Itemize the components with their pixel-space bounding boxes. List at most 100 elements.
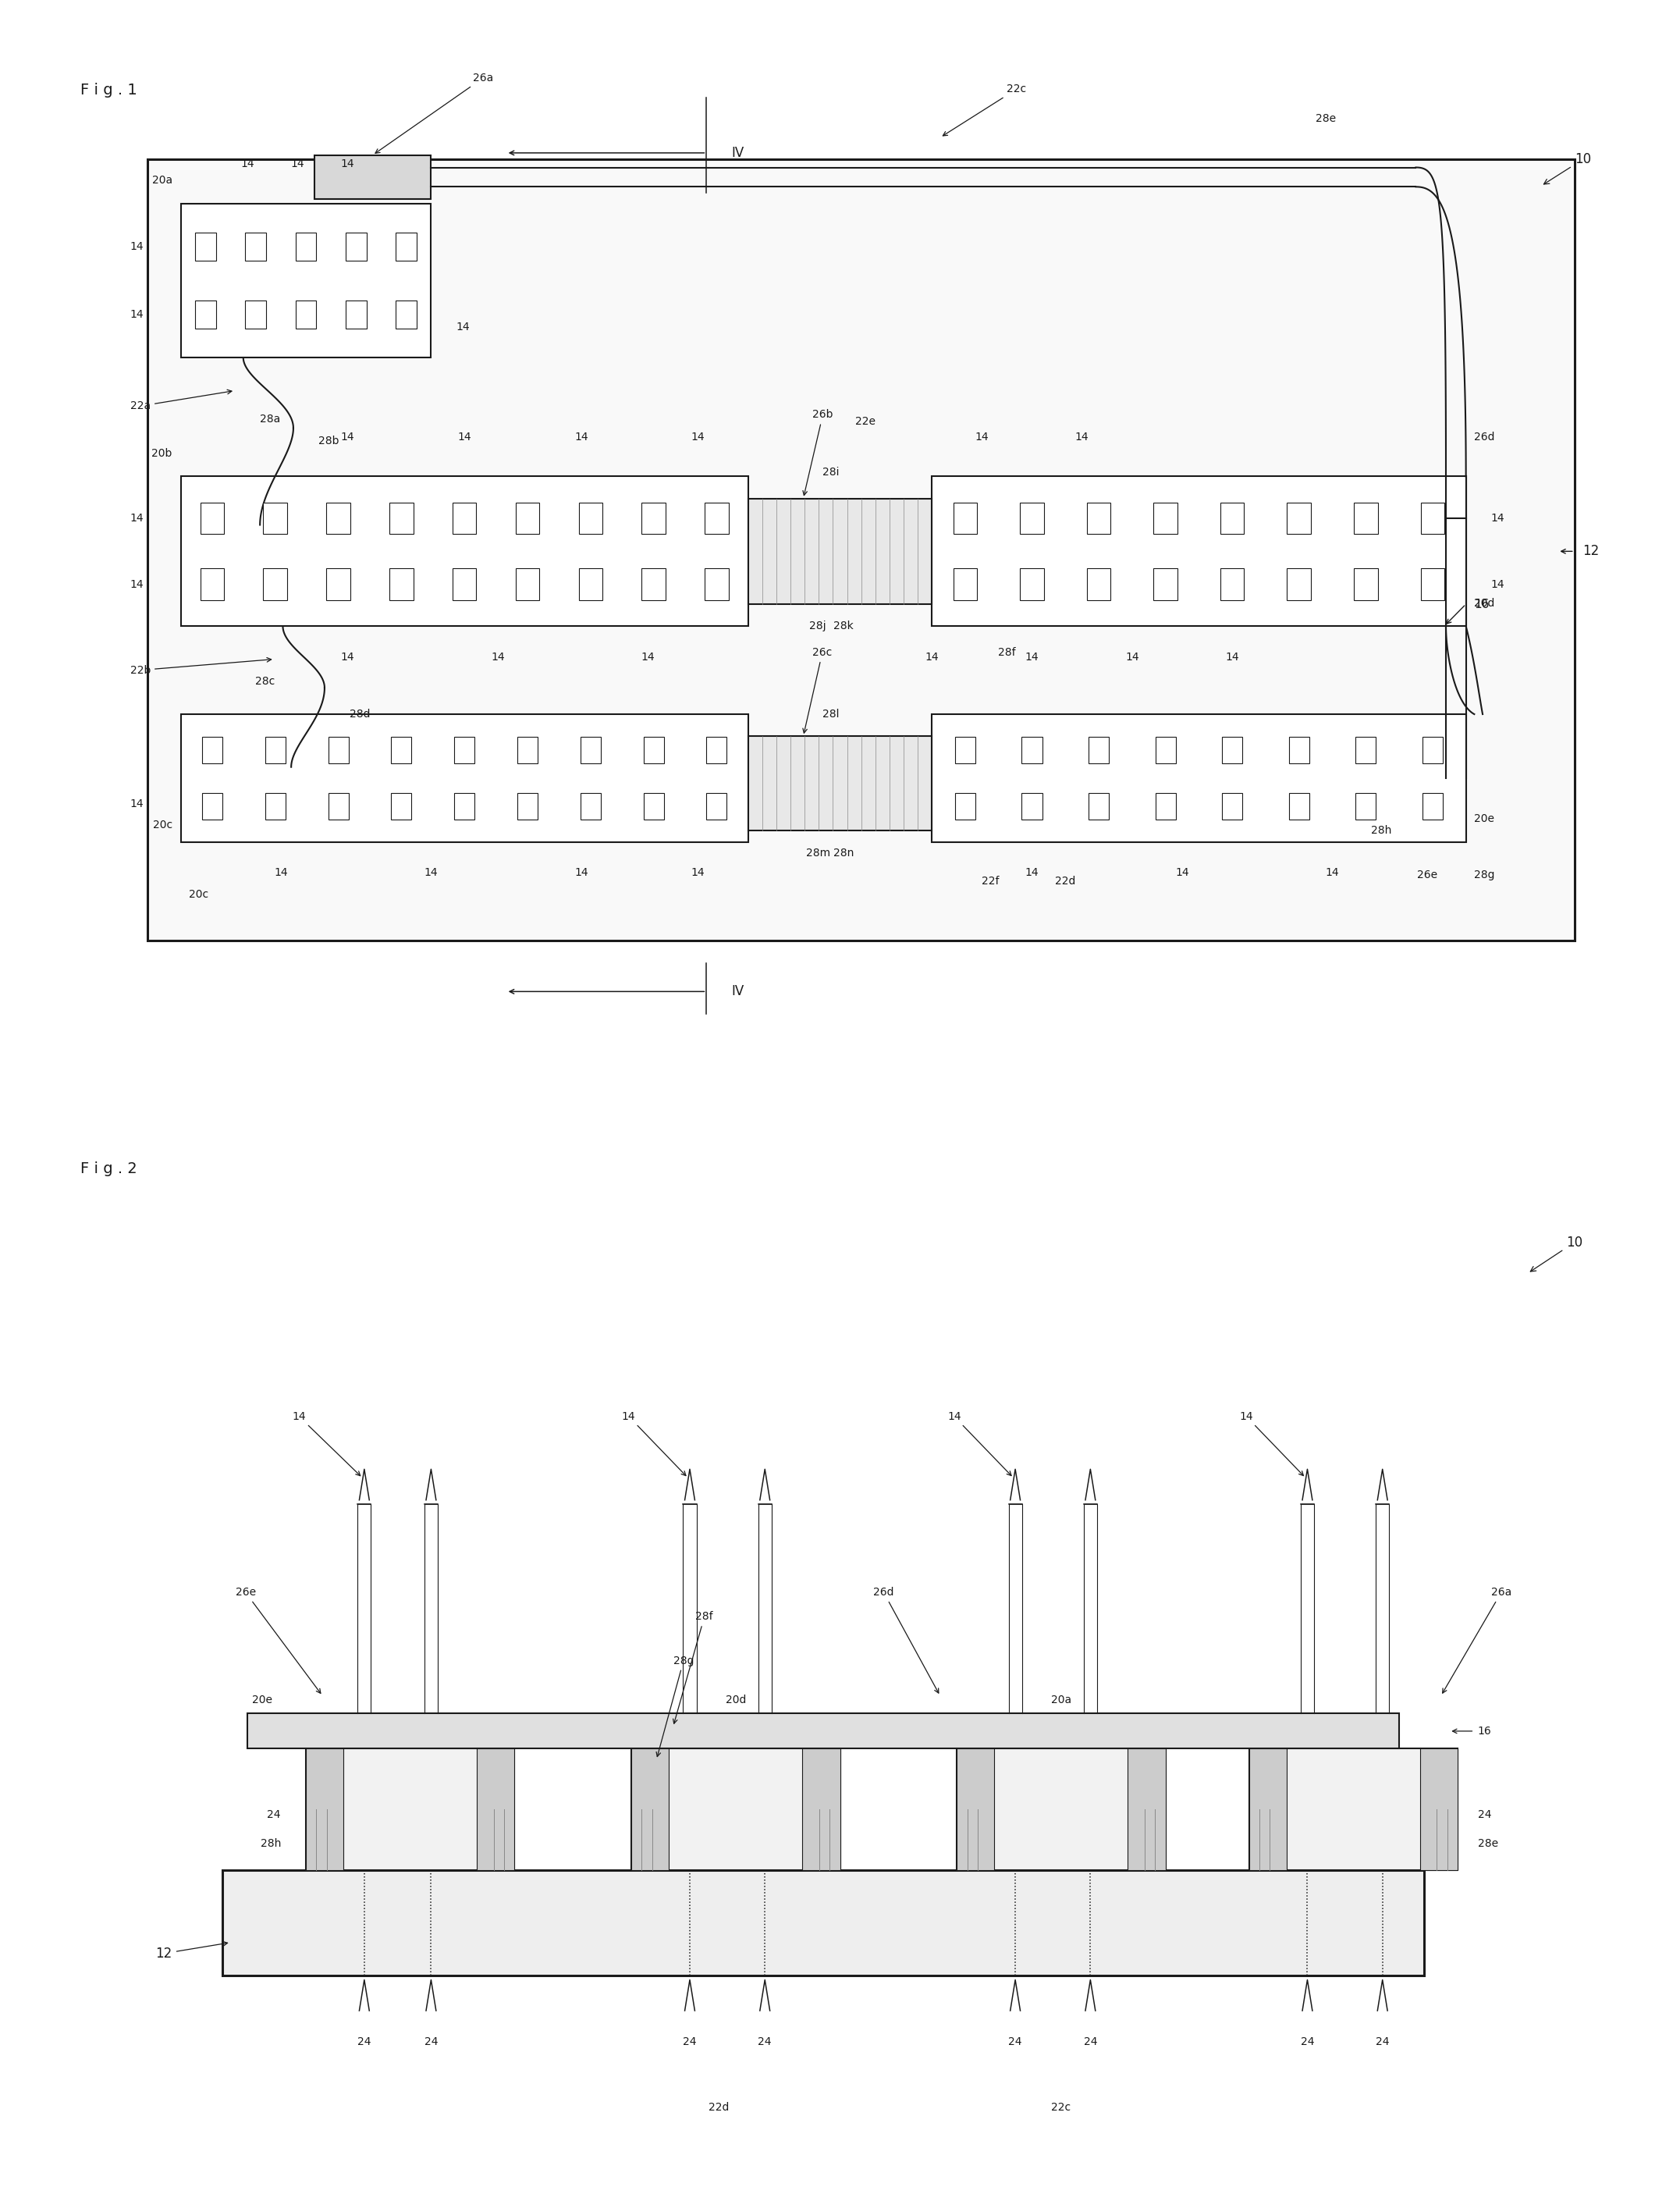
Text: 20d: 20d: [1475, 597, 1495, 608]
Text: 14: 14: [1176, 867, 1189, 878]
Bar: [803, 1750, 840, 1869]
Text: 28e: 28e: [1315, 113, 1336, 124]
Text: 14: 14: [575, 431, 588, 442]
Text: 22f: 22f: [981, 876, 1000, 887]
Text: 14: 14: [974, 431, 990, 442]
Text: F i g . 1: F i g . 1: [81, 82, 138, 97]
Bar: [1423, 792, 1443, 818]
Bar: [200, 502, 223, 533]
Bar: [1421, 502, 1445, 533]
Bar: [1354, 502, 1378, 533]
Text: 14: 14: [341, 431, 354, 442]
Text: 14: 14: [491, 653, 504, 661]
Bar: [643, 792, 664, 818]
Bar: [954, 737, 976, 763]
Text: 28b: 28b: [319, 436, 339, 447]
Bar: [1248, 1750, 1458, 1869]
Bar: [195, 232, 217, 261]
Text: 14: 14: [131, 513, 144, 524]
Text: 28h: 28h: [1371, 825, 1391, 836]
Bar: [642, 502, 665, 533]
Text: 14: 14: [131, 580, 144, 591]
Bar: [1087, 568, 1110, 599]
Text: 14: 14: [575, 867, 588, 878]
Text: 14: 14: [423, 867, 438, 878]
Bar: [1020, 502, 1043, 533]
Text: 28g: 28g: [657, 1655, 694, 1756]
Text: 28d: 28d: [349, 708, 370, 719]
Text: 24: 24: [425, 2035, 438, 2046]
Bar: [580, 792, 601, 818]
Text: 28f: 28f: [998, 648, 1016, 657]
Bar: [704, 502, 729, 533]
Text: 24: 24: [358, 2035, 371, 2046]
Bar: [328, 792, 348, 818]
Bar: [200, 568, 223, 599]
Bar: [181, 204, 432, 358]
Bar: [1289, 737, 1309, 763]
Text: 20d: 20d: [726, 1694, 746, 1705]
Bar: [306, 1750, 343, 1869]
Text: 26a: 26a: [375, 73, 494, 153]
Text: 14: 14: [948, 1411, 1011, 1475]
Bar: [202, 737, 222, 763]
Text: 14: 14: [1075, 431, 1089, 442]
Text: 14: 14: [455, 321, 470, 332]
Bar: [707, 792, 727, 818]
Bar: [245, 301, 267, 327]
Text: 28c: 28c: [255, 675, 274, 686]
Bar: [390, 568, 413, 599]
Bar: [932, 476, 1467, 626]
Text: 20a: 20a: [151, 175, 173, 186]
Bar: [1154, 568, 1178, 599]
Text: 20a: 20a: [1052, 1694, 1072, 1705]
Bar: [1354, 568, 1378, 599]
Text: 28k: 28k: [833, 622, 853, 633]
Bar: [1356, 792, 1376, 818]
Bar: [1020, 568, 1043, 599]
Text: 28e: 28e: [1478, 1838, 1499, 1849]
Text: 24: 24: [1084, 2035, 1097, 2046]
Text: 24: 24: [1300, 2035, 1314, 2046]
Bar: [580, 737, 601, 763]
Bar: [346, 232, 366, 261]
Text: IV: IV: [731, 146, 744, 159]
Text: IV: IV: [731, 984, 744, 998]
Bar: [222, 1869, 1425, 1975]
Text: 16: 16: [1475, 597, 1490, 611]
Text: 14: 14: [274, 867, 287, 878]
Text: 28j: 28j: [810, 622, 827, 633]
Bar: [391, 792, 412, 818]
Text: 22c: 22c: [1052, 2101, 1070, 2112]
Text: 10: 10: [1544, 153, 1591, 184]
Text: 14: 14: [291, 159, 304, 170]
Text: 14: 14: [690, 431, 706, 442]
Text: 14: 14: [1225, 653, 1240, 661]
Text: 28g: 28g: [1475, 869, 1495, 880]
Bar: [1021, 737, 1042, 763]
Bar: [181, 714, 748, 843]
Text: 28h: 28h: [260, 1838, 281, 1849]
Text: 14: 14: [926, 653, 939, 661]
Text: 14: 14: [622, 1411, 685, 1475]
Text: 14: 14: [131, 799, 144, 810]
Bar: [1287, 502, 1310, 533]
Bar: [1420, 1750, 1458, 1869]
Bar: [328, 737, 348, 763]
Text: 22e: 22e: [855, 416, 875, 427]
Bar: [296, 232, 316, 261]
Text: 16: 16: [1478, 1725, 1492, 1736]
Bar: [181, 476, 748, 626]
Bar: [1287, 568, 1310, 599]
Bar: [1156, 792, 1176, 818]
Text: 28m: 28m: [806, 847, 830, 858]
Bar: [1221, 792, 1243, 818]
Bar: [578, 568, 603, 599]
Bar: [1289, 792, 1309, 818]
Bar: [1220, 502, 1245, 533]
Text: 14: 14: [292, 1411, 360, 1475]
Bar: [517, 737, 538, 763]
Text: 24: 24: [267, 1809, 281, 1820]
Text: 26a: 26a: [1443, 1586, 1512, 1692]
Bar: [953, 568, 978, 599]
